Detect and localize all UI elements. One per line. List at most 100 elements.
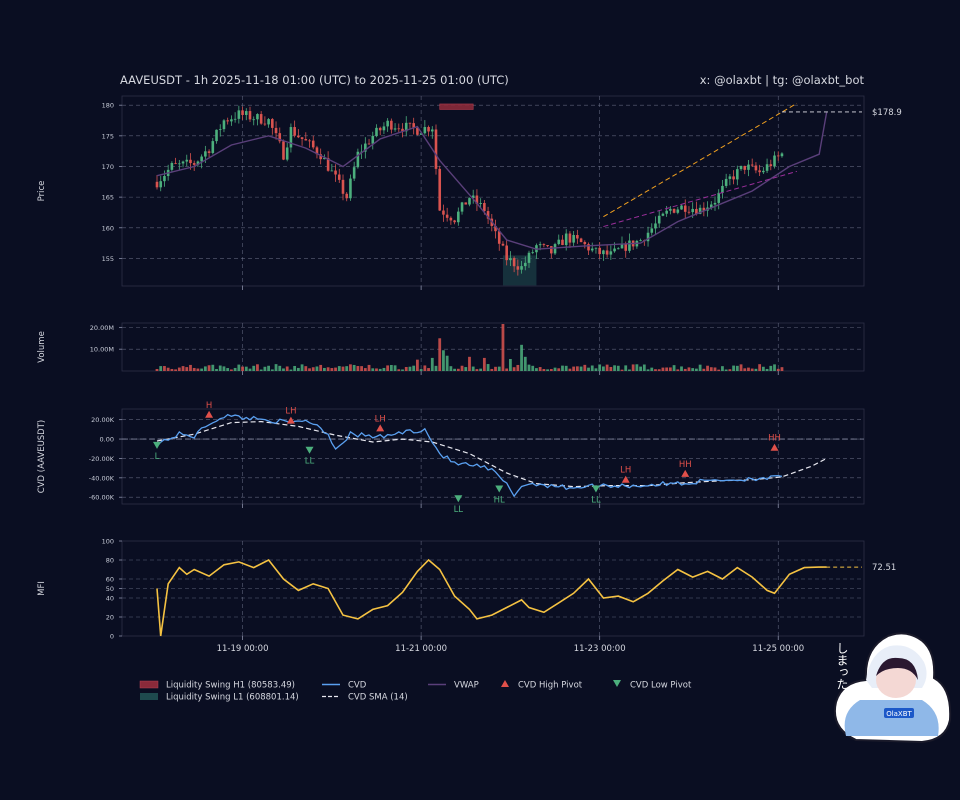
volume-bar (501, 324, 505, 371)
volume-bar (449, 366, 453, 371)
candle-body (393, 128, 397, 130)
candle-body (758, 170, 761, 173)
cvd-panel-frame (121, 408, 865, 505)
candle-body (371, 135, 375, 144)
volume-bar (635, 364, 639, 371)
price-170-ytick-label: 170 (102, 163, 114, 171)
volume-bar (505, 368, 509, 371)
candle-body (416, 127, 419, 135)
mascot-badge (884, 708, 914, 718)
volume-bar (177, 367, 181, 371)
cvd-4-ytick-label: -60.00K (89, 494, 115, 502)
volume-bar (468, 356, 471, 371)
candle-body (776, 155, 780, 157)
candle-body (654, 223, 657, 229)
volume-bar (642, 364, 646, 371)
candle-body (557, 239, 561, 245)
volume-bar (233, 367, 237, 371)
candle-body (609, 251, 613, 255)
candle-body (709, 204, 713, 208)
cvd-1-ytick-label: 0.00 (100, 436, 114, 444)
mfi-0-ytick-label: 0 (110, 633, 114, 641)
candle-body (594, 247, 598, 249)
volume-bar (341, 366, 345, 371)
volume-bar (598, 364, 602, 371)
candle-body (352, 167, 356, 179)
legend-swatch (501, 680, 509, 687)
candle-body (572, 235, 575, 243)
candle-body (583, 242, 587, 245)
candle-body (695, 208, 698, 215)
volume-bar (170, 368, 174, 371)
cvd-pivot-label: HH (679, 460, 692, 470)
candle-body (155, 181, 159, 188)
x-tick-label: 11-23 00:00 (574, 644, 626, 654)
candle-body (241, 110, 244, 115)
price-panel-frame (121, 95, 865, 287)
volume-bar (252, 365, 256, 371)
volume-bar (587, 367, 590, 371)
mascot-image: OlaXBT しまった！ (834, 632, 952, 744)
candle-body (736, 169, 739, 180)
candle-body (304, 139, 308, 141)
candle-body (475, 195, 479, 204)
volume-bar (557, 368, 561, 371)
volume-bar (475, 369, 479, 371)
price-panel-ylabel: Price (37, 181, 47, 202)
candle-body (293, 127, 296, 136)
volume-bar (583, 364, 587, 371)
volume-bar (535, 368, 538, 371)
volume-bar (602, 366, 605, 371)
candle-body (315, 147, 319, 155)
volume-bar (624, 365, 628, 371)
volume-bar (713, 367, 717, 371)
volume-bar (334, 367, 337, 371)
volume-bar (304, 366, 308, 371)
candle-body (762, 170, 765, 173)
candle-body (427, 127, 430, 132)
candle-body (691, 208, 694, 213)
candle-body (669, 208, 672, 211)
volume-bar (546, 369, 549, 371)
cvd-pivot-label: LH (620, 466, 631, 476)
volume-bar (345, 366, 349, 371)
x-tick-label: 11-19 00:00 (217, 644, 269, 654)
candle-body (486, 211, 490, 219)
legend-swatch (613, 680, 621, 687)
candle-body (527, 252, 531, 263)
candle-body (605, 250, 609, 255)
volume-bar (683, 368, 687, 371)
candle-body (244, 111, 248, 115)
candle-body (356, 151, 360, 168)
volume-bar (613, 365, 616, 371)
volume-bar (516, 364, 520, 371)
volume-bar (430, 357, 434, 371)
cvd-pivot-label: L (155, 452, 160, 462)
volume-bar (676, 369, 680, 371)
cvd-low-pivot-marker (454, 495, 463, 503)
mfi-40-ytick-label: 40 (106, 595, 114, 603)
volume-bar (776, 368, 780, 371)
candle-body (497, 231, 501, 244)
volume-bar (549, 369, 553, 371)
volume-bar (605, 364, 609, 371)
volume-bar (750, 368, 754, 371)
volume-bar (445, 355, 449, 371)
volume-bar (523, 356, 527, 371)
volume-bar (695, 368, 698, 371)
volume-bar (765, 368, 769, 371)
candle-body (780, 153, 784, 157)
candle-body (311, 140, 315, 148)
volume-bar (181, 366, 185, 371)
volume-bar (274, 364, 278, 371)
candle-body (170, 162, 174, 170)
candle-body (397, 128, 401, 130)
volume-bar (226, 368, 230, 371)
candle-body (345, 193, 349, 199)
volume-bar (203, 366, 207, 371)
volume-bar (542, 368, 546, 371)
volume-bar (490, 368, 494, 371)
price-165-ytick-label: 165 (102, 194, 114, 202)
volume-bar (594, 368, 598, 371)
